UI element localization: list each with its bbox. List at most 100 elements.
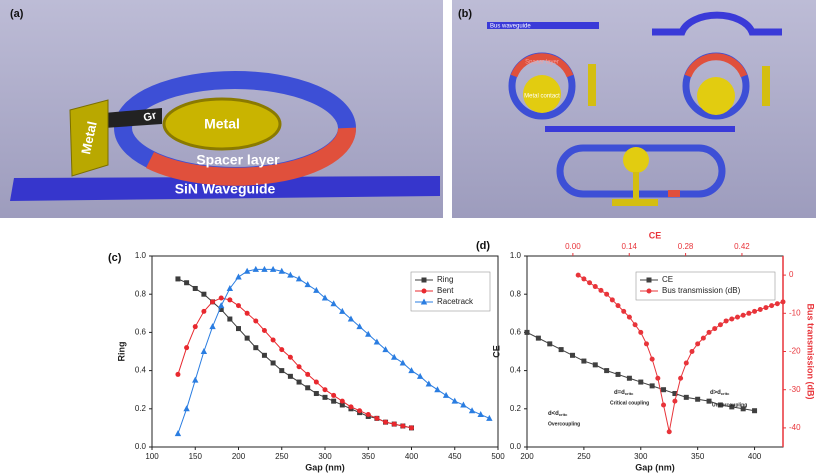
marker [667, 429, 672, 434]
marker [746, 311, 751, 316]
marker [661, 402, 666, 407]
marker [305, 385, 310, 390]
marker [245, 311, 250, 316]
annotation: d<dcritc [548, 411, 568, 417]
x-tick-label: 250 [577, 452, 591, 461]
marker [331, 393, 336, 398]
y-tick-label: 0.8 [510, 289, 522, 298]
y-tick-label: 1.0 [135, 251, 147, 260]
legend-label: Racetrack [437, 297, 474, 306]
marker [604, 292, 609, 297]
marker [707, 330, 712, 335]
marker [383, 420, 388, 425]
marker [297, 380, 302, 385]
marker [253, 318, 258, 323]
annotation-subscript: critc [625, 391, 634, 396]
marker [184, 280, 189, 285]
panel-a: (a) Metal Gr Metal Spacer layer SiN Wave… [0, 0, 443, 218]
marker [650, 383, 655, 388]
marker [193, 324, 198, 329]
marker [752, 408, 757, 413]
marker [576, 273, 581, 278]
metal-disc [623, 147, 649, 173]
panel-label: (c) [108, 252, 122, 264]
y2-tick-label: 0 [789, 270, 794, 279]
legend-label: Ring [437, 275, 453, 284]
marker [357, 408, 362, 413]
marker [175, 372, 180, 377]
x-tick-label: 250 [275, 452, 289, 461]
annotation-caption: Overcoupling [548, 421, 580, 427]
marker [392, 422, 397, 427]
label: SiN Waveguide [175, 181, 276, 197]
marker [695, 341, 700, 346]
figure: (a) Metal Gr Metal Spacer layer SiN Wave… [0, 0, 816, 474]
y-tick-label: 0.6 [135, 328, 147, 337]
annotation-subscript: critc [559, 412, 568, 417]
y-tick-label: 0.2 [510, 404, 522, 413]
marker [633, 322, 638, 327]
marker [707, 399, 712, 404]
annotation: d=dcritc [614, 390, 634, 396]
marker [210, 299, 215, 304]
marker [616, 303, 621, 308]
marker [570, 353, 575, 358]
marker [314, 391, 319, 396]
marker [604, 368, 609, 373]
marker [279, 347, 284, 352]
marker [184, 345, 189, 350]
y-tick-label: 0.4 [510, 366, 522, 375]
x-tick-label: 500 [491, 452, 505, 461]
marker [647, 278, 652, 283]
x-axis-label: Gap (nm) [305, 462, 345, 472]
legend-label: CE [662, 275, 673, 284]
marker [627, 315, 632, 320]
marker [712, 326, 717, 331]
y-tick-label: 1.0 [510, 251, 522, 260]
marker [245, 336, 250, 341]
marker [348, 404, 353, 409]
marker [769, 303, 774, 308]
y-axis-label: Ring [116, 342, 126, 362]
marker [366, 412, 371, 417]
marker [729, 317, 734, 322]
marker [547, 341, 552, 346]
marker [638, 380, 643, 385]
marker [422, 289, 427, 294]
label: Spacer layer [525, 60, 559, 66]
marker [763, 305, 768, 310]
marker [684, 360, 689, 365]
marker [758, 307, 763, 312]
marker [621, 309, 626, 314]
legend-label: Bus transmission (dB) [662, 286, 741, 295]
x-tick-label: 400 [405, 452, 419, 461]
x2-tick-label: 0.14 [621, 242, 637, 251]
marker [598, 288, 603, 293]
marker [409, 425, 414, 430]
x-tick-label: 450 [448, 452, 462, 461]
marker [201, 292, 206, 297]
marker [695, 397, 700, 402]
y-tick-label: 0.6 [510, 328, 522, 337]
marker [236, 326, 241, 331]
marker [593, 362, 598, 367]
marker [536, 336, 541, 341]
marker [323, 387, 328, 392]
marker [581, 359, 586, 364]
metal-pad [612, 199, 658, 206]
annotation-relation: d<d [548, 411, 559, 417]
marker [741, 313, 746, 318]
y-tick-label: 0.4 [135, 366, 147, 375]
y2-axis-label: Bus transmission (dB) [806, 303, 816, 399]
marker [775, 301, 780, 306]
x-axis-label: Gap (nm) [635, 462, 675, 472]
marker [647, 289, 652, 294]
marker [175, 276, 180, 281]
marker [593, 284, 598, 289]
marker [627, 376, 632, 381]
spacer [668, 190, 680, 197]
y2-tick-label: -10 [789, 308, 801, 317]
marker [735, 315, 740, 320]
marker [288, 374, 293, 379]
annotation-relation: d=d [614, 390, 625, 396]
